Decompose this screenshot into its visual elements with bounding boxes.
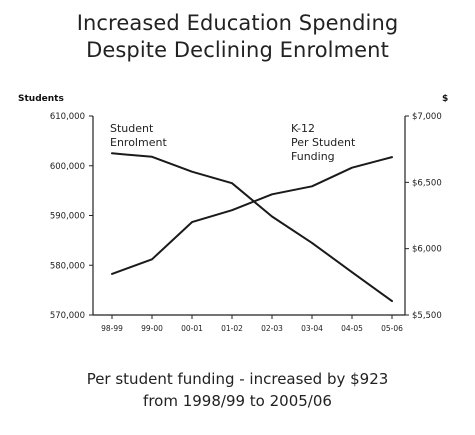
right-axis-title: $ [442, 94, 449, 104]
x-tick-label: 02-03 [261, 324, 283, 333]
series-point-funding [311, 185, 313, 188]
x-tick-label: 99-00 [141, 324, 163, 333]
series-point-enrolment [191, 170, 193, 173]
x-tick-label: 05-06 [381, 324, 403, 333]
series-point-funding [111, 273, 113, 275]
series-point-funding [231, 209, 233, 211]
series-line-enrolment [111, 152, 393, 303]
x-tick-label: 04-05 [341, 324, 363, 333]
series-label-funding: Funding [291, 150, 335, 163]
series-point-enrolment [111, 152, 113, 155]
series-point-enrolment [311, 242, 313, 244]
x-tick-label: 00-01 [181, 324, 203, 333]
right-tick-label: $7,000 [412, 112, 442, 122]
left-tick-label: 610,000 [50, 112, 85, 122]
chart-caption-line-2: from 1998/99 to 2005/06 [143, 392, 332, 410]
series-point-enrolment [351, 271, 353, 274]
chart-title: Increased Education Spending Despite Dec… [0, 10, 475, 64]
series-label-funding: K-12 [291, 122, 315, 135]
x-tick-label: 98-99 [101, 324, 123, 333]
chart-caption-line-1: Per student funding - increased by $923 [86, 370, 389, 388]
series-layer [111, 152, 393, 303]
left-tick-label: 570,000 [50, 311, 85, 321]
series-label-enrolment: Student [110, 122, 154, 135]
series-point-enrolment [271, 215, 273, 218]
left-tick-label: 580,000 [50, 261, 85, 271]
series-point-funding [151, 258, 153, 261]
left-tick-label: 600,000 [50, 162, 85, 172]
axes-layer: 610,000 600,000 590,000 580,000 570,000 $7,00… [50, 112, 442, 333]
right-tick-label: $6,000 [412, 245, 442, 255]
series-label-enrolment: Enrolment [110, 136, 167, 149]
x-tick-label: 01-02 [221, 324, 243, 333]
series-point-enrolment [231, 182, 233, 184]
series-point-funding [191, 221, 193, 223]
series-line-funding [111, 156, 393, 275]
line-chart: 610,000 600,000 590,000 580,000 570,000 $7,00… [50, 112, 442, 333]
chart-title-line-2: Despite Declining Enrolment [86, 38, 389, 62]
x-tick-label: 03-04 [301, 324, 323, 333]
series-point-funding [271, 193, 273, 196]
right-tick-label: $5,500 [412, 311, 442, 321]
series-label-funding: Per Student [291, 136, 356, 149]
left-axis-title: Students [18, 94, 64, 104]
right-tick-label: $6,500 [412, 178, 442, 188]
series-point-funding [351, 166, 353, 169]
series-point-enrolment [151, 155, 153, 158]
left-tick-label: 590,000 [50, 212, 85, 222]
chart-caption: Per student funding - increased by $923 … [0, 368, 475, 412]
chart-title-line-1: Increased Education Spending [76, 11, 399, 35]
series-point-enrolment [391, 300, 393, 302]
series-point-funding [391, 156, 393, 158]
